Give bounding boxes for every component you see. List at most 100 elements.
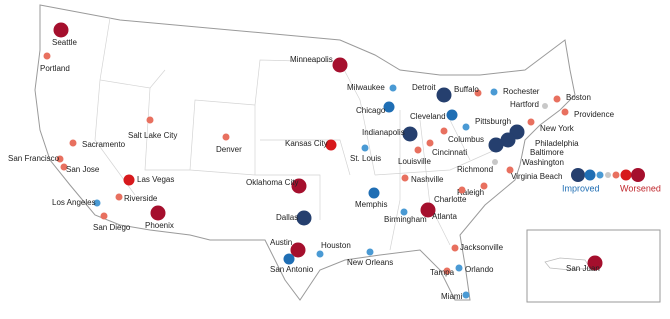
city-dot (69, 139, 77, 147)
city-label: Washington (522, 158, 564, 167)
city-dot (446, 109, 458, 121)
city-label: Indianapolis (362, 128, 405, 137)
city-dot (553, 95, 561, 103)
city-dot (462, 123, 470, 131)
city-dot (587, 255, 603, 271)
city-dot (506, 166, 514, 174)
city-dot (150, 205, 166, 221)
city-dot (500, 132, 516, 148)
city-label: Dallas (276, 213, 298, 222)
city-label: Raleigh (457, 188, 484, 197)
city-label: San Diego (93, 223, 131, 232)
city-dot (401, 174, 409, 182)
city-dot (366, 248, 374, 256)
city-label: Cincinnati (432, 148, 467, 157)
city-dot (462, 291, 470, 299)
city-label: Salt Lake City (128, 131, 177, 140)
city-dot (100, 212, 108, 220)
city-dot (414, 146, 422, 154)
city-label: Seattle (52, 38, 77, 47)
city-dot (458, 186, 466, 194)
city-dot (123, 174, 135, 186)
city-label: Las Vegas (137, 175, 174, 184)
city-dot (455, 264, 463, 272)
city-dot (400, 208, 408, 216)
city-label: Charlotte (434, 195, 467, 204)
city-dot (53, 22, 69, 38)
city-dot (283, 253, 295, 265)
city-dot (332, 57, 348, 73)
legend-improved: Improved (562, 183, 600, 193)
us-outline (34, 4, 576, 301)
city-label: New Orleans (347, 258, 393, 267)
city-dot (222, 133, 230, 141)
city-dot (146, 116, 154, 124)
city-label: Cleveland (410, 112, 446, 121)
city-dot (93, 199, 101, 207)
city-label: Sacramento (82, 140, 126, 149)
city-label: Providence (574, 110, 615, 119)
city-dot (561, 108, 569, 116)
city-dot (440, 127, 448, 135)
city-label: Chicago (356, 106, 386, 115)
city-dot (443, 267, 451, 275)
city-label: Tampa (430, 268, 455, 277)
city-dot (436, 87, 452, 103)
city-label: San Francisco (8, 154, 60, 163)
city-dot (451, 244, 459, 252)
city-dot (490, 88, 498, 96)
city-dot (420, 202, 436, 218)
city-label: Kansas City (285, 139, 328, 148)
city-label: Nashville (411, 175, 444, 184)
city-label: San Jose (66, 165, 100, 174)
city-dot (43, 52, 51, 60)
city-label: Hartford (510, 100, 539, 109)
city-dot (426, 139, 434, 147)
city-label: Riverside (124, 194, 158, 203)
city-label: Miami (441, 292, 463, 301)
city-label: Philadelphia (535, 139, 579, 148)
city-label: Denver (216, 145, 242, 154)
city-dot (402, 126, 418, 142)
city-dot (368, 187, 380, 199)
city-dot (474, 89, 482, 97)
city-label: Birmingham (384, 215, 427, 224)
city-label: New York (540, 124, 575, 133)
city-label: Houston (321, 241, 351, 250)
city-dot (383, 101, 395, 113)
city-dot (480, 182, 488, 190)
city-label: Memphis (355, 200, 387, 209)
city-label: Richmond (457, 165, 493, 174)
city-label: Atlanta (432, 212, 457, 221)
city-dot (115, 193, 123, 201)
city-dot (56, 155, 64, 163)
city-label: San Antonio (270, 265, 314, 274)
city-label: Detroit (412, 83, 436, 92)
city-dot (488, 137, 504, 153)
city-dot (316, 250, 324, 258)
city-label: Virginia Beach (511, 172, 562, 181)
city-dot (361, 144, 369, 152)
city-label: St. Louis (350, 154, 381, 163)
city-label: Orlando (465, 265, 494, 274)
city-label: Buffalo (454, 85, 479, 94)
city-label: Columbus (448, 135, 484, 144)
city-label: San Juan (566, 264, 600, 273)
city-dot (527, 118, 535, 126)
city-label: Phoenix (145, 221, 174, 230)
city-dot (60, 163, 68, 171)
city-label: Louisville (398, 157, 431, 166)
city-label: Baltimore (530, 148, 564, 157)
city-dot (492, 159, 498, 165)
city-label: Minneapolis (290, 55, 333, 64)
city-dot (296, 210, 312, 226)
city-label: Jacksonville (460, 243, 504, 252)
city-dot (325, 139, 337, 151)
city-label: Oklahoma City (246, 178, 298, 187)
city-label: Portland (40, 64, 70, 73)
city-dot (389, 84, 397, 92)
city-label: Pittsburgh (475, 117, 511, 126)
city-dot (290, 242, 306, 258)
city-dot (542, 103, 548, 109)
